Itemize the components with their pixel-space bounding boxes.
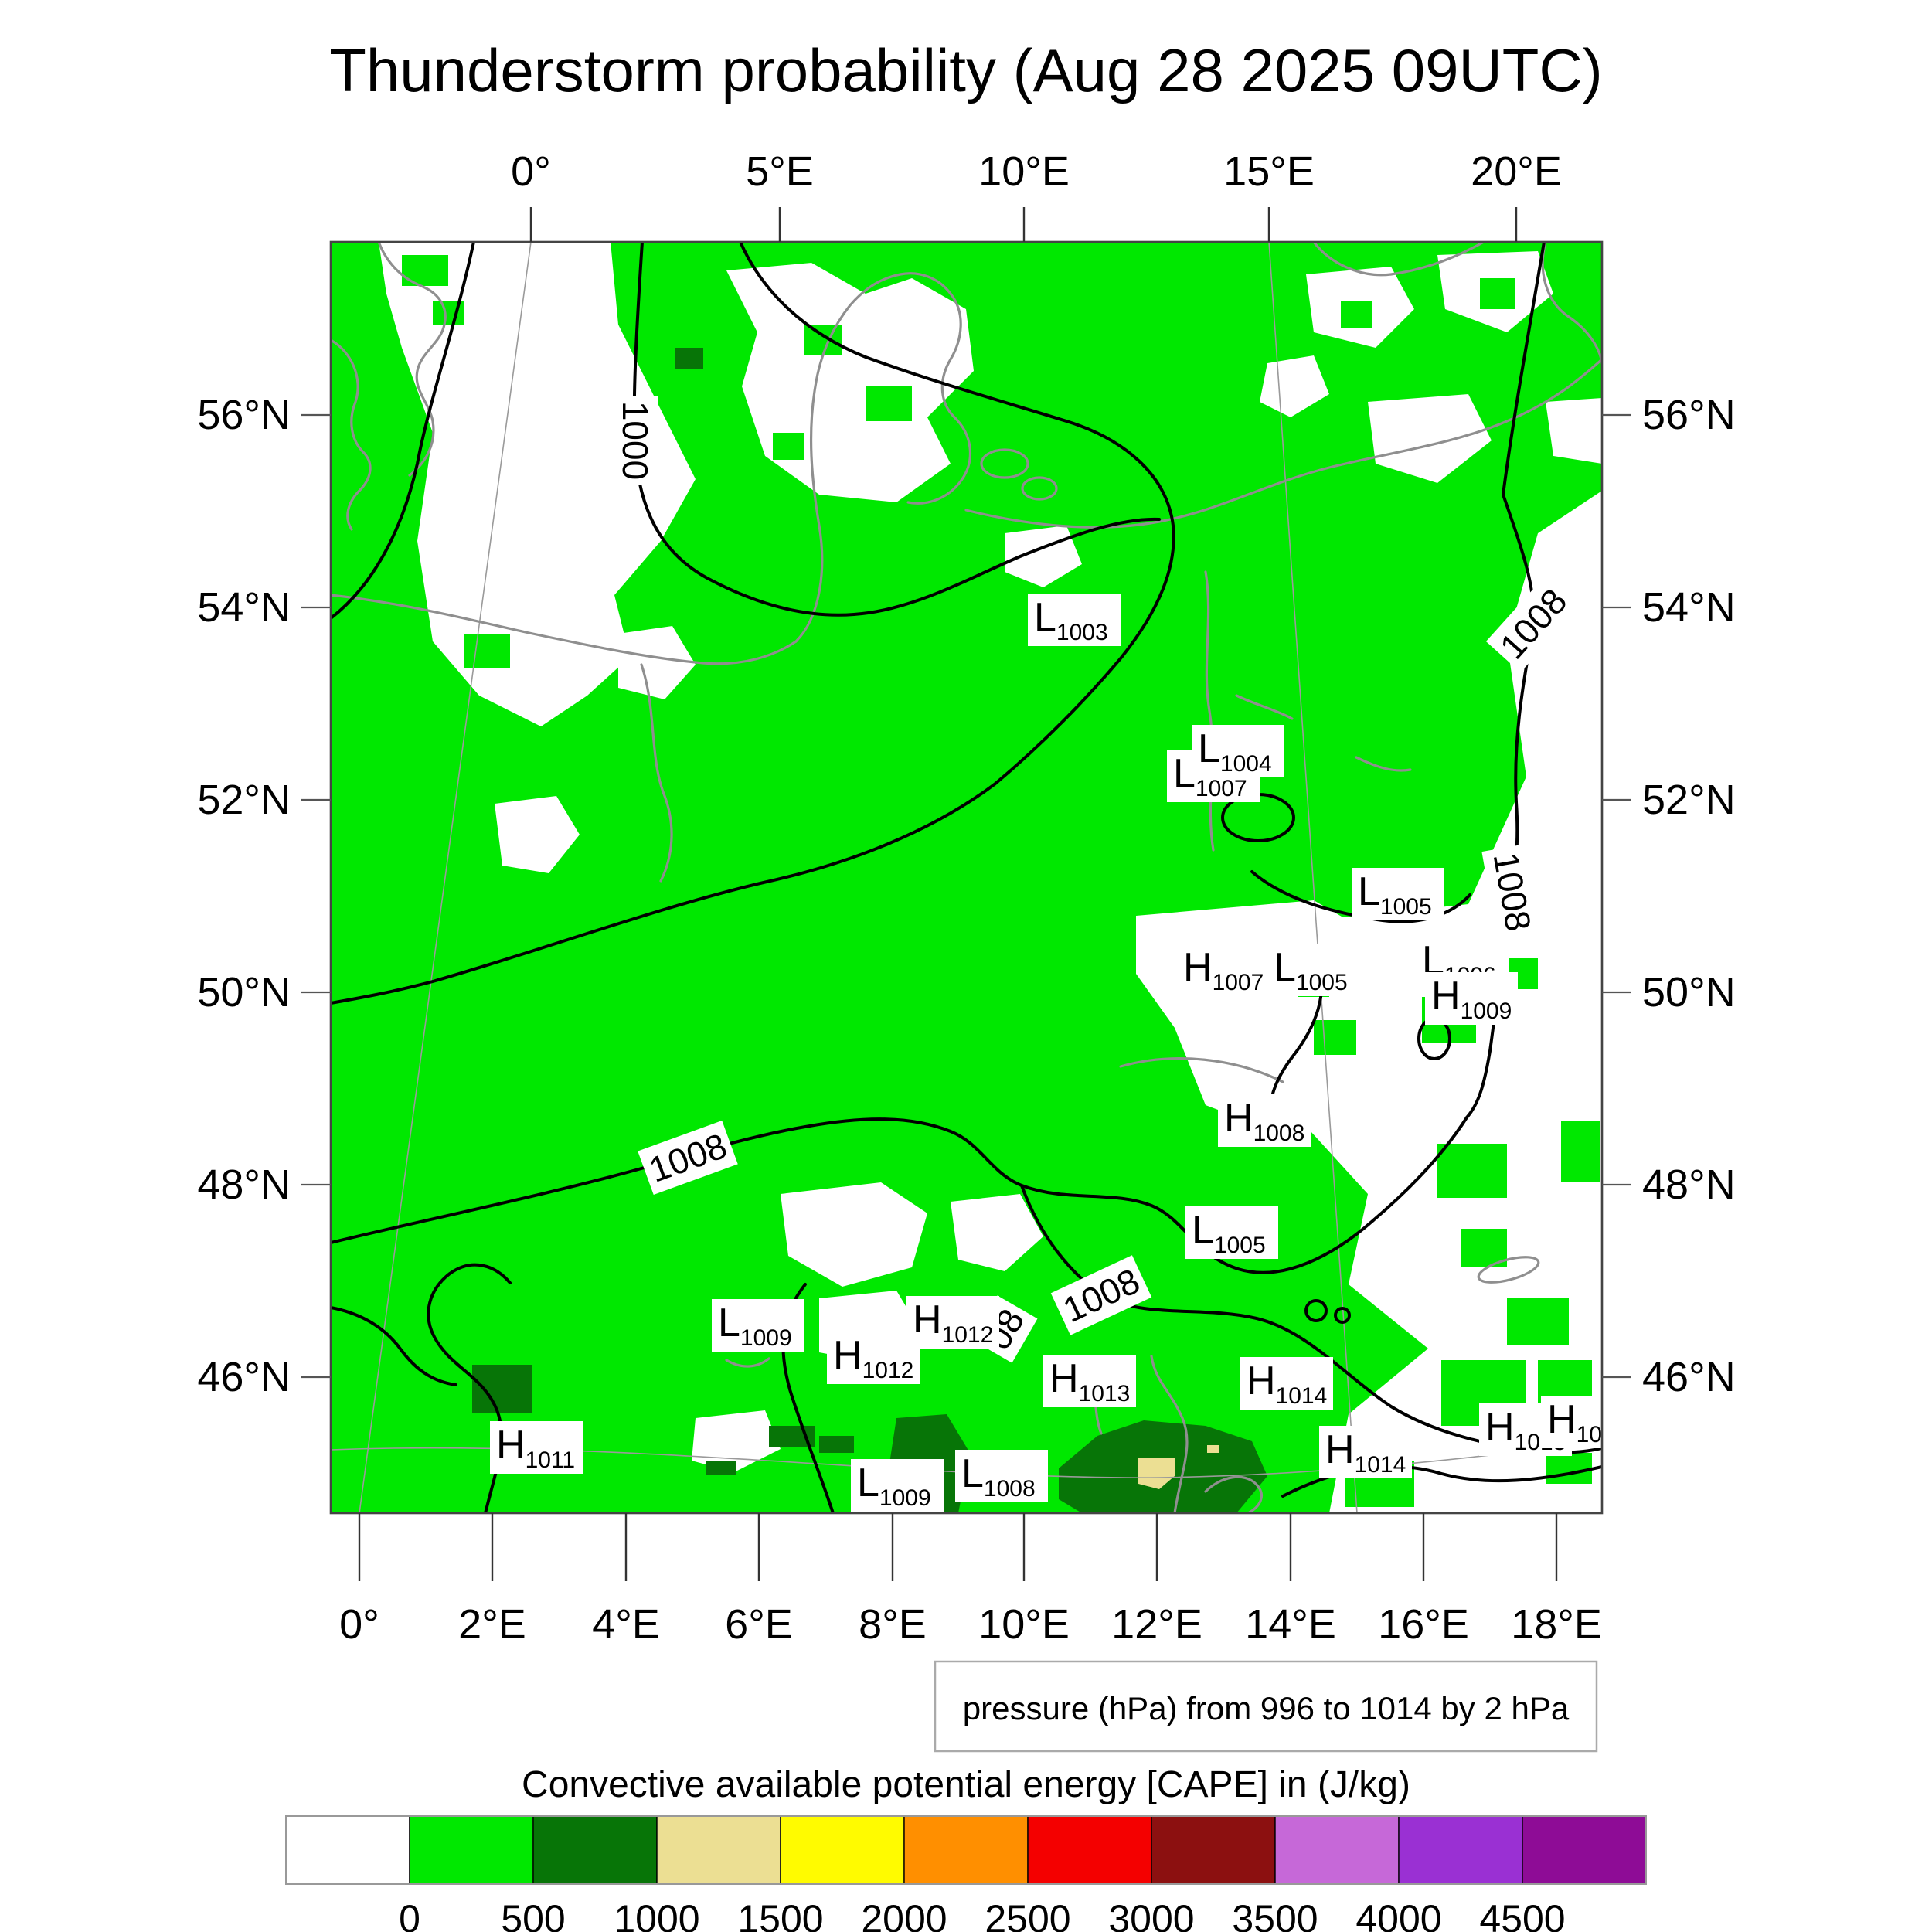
map-border	[329, 240, 1604, 1515]
colorbar-boundary-label: 1000	[614, 1897, 699, 1932]
pressure-center-label: L1003	[1028, 594, 1121, 646]
axis-bottom-longitude: 0° 2°E 4°E 6°E 8°E 10°E 12°E 14°E 16°E 18°E	[339, 1513, 1602, 1648]
colorbar-boundary-label: 0	[399, 1897, 420, 1932]
left-tick-label: 54°N	[197, 584, 291, 631]
pressure-center-label: H1014	[1319, 1426, 1412, 1478]
left-tick-label: 52°N	[197, 777, 291, 823]
pressure-center-label: L1009	[851, 1459, 944, 1512]
pressure-center-label: L1005	[1185, 1206, 1278, 1259]
left-tick-label: 56°N	[197, 392, 291, 438]
pressure-center-label: H1008	[1218, 1094, 1311, 1147]
colorbar-boundary-label: 4500	[1479, 1897, 1565, 1932]
right-tick-label: 54°N	[1642, 584, 1736, 631]
top-tick-label: 5°E	[746, 148, 814, 195]
right-tick-label: 48°N	[1642, 1162, 1736, 1208]
colorbar-cell	[903, 1815, 1029, 1885]
pressure-center-label: L1005	[1267, 944, 1360, 996]
bottom-tick-label: 12°E	[1111, 1601, 1202, 1648]
contour-label: 1000	[612, 396, 658, 485]
right-tick-label: 52°N	[1642, 777, 1736, 823]
colorbar-boundary-label: 3000	[1108, 1897, 1194, 1932]
pressure-center-label: H1012	[906, 1296, 999, 1349]
colorbar-cell	[532, 1815, 658, 1885]
pressure-center-label: H1014	[1240, 1357, 1333, 1410]
colorbar-boundary-label: 3500	[1232, 1897, 1318, 1932]
pressure-legend: pressure (hPa) from 996 to 1014 by 2 hPa	[934, 1660, 1598, 1753]
colorbar-cell	[1274, 1815, 1400, 1885]
svg-text:H101: H101	[1547, 1397, 1615, 1447]
coastlines	[331, 242, 1602, 1513]
bottom-tick-label: 10°E	[978, 1601, 1070, 1648]
pressure-center-label: L1005	[1352, 868, 1444, 920]
svg-text:1000: 1000	[615, 401, 655, 480]
colorbar-cell	[1151, 1815, 1276, 1885]
colorbar-cell	[1522, 1815, 1647, 1885]
right-tick-label: 46°N	[1642, 1354, 1736, 1400]
pressure-center-label: L1004	[1192, 725, 1284, 777]
bottom-tick-label: 16°E	[1378, 1601, 1469, 1648]
left-tick-label: 48°N	[197, 1162, 291, 1208]
colorbar-cell	[780, 1815, 905, 1885]
colorbar-cell	[409, 1815, 534, 1885]
top-tick-label: 15°E	[1223, 148, 1315, 195]
bottom-tick-label: 6°E	[725, 1601, 793, 1648]
bottom-tick-label: 2°E	[458, 1601, 526, 1648]
colorbar-boundary-label: 4000	[1355, 1897, 1441, 1932]
pressure-center-label: H1012	[827, 1332, 920, 1384]
pressure-center-markers: L1007L1004L1003L1005H1007L1005L1006H1009…	[490, 594, 1615, 1512]
bottom-tick-label: 4°E	[592, 1601, 660, 1648]
colorbar-boundary-label: 500	[501, 1897, 565, 1932]
axis-top-longitude: 0° 5°E 10°E 15°E 20°E	[511, 148, 1562, 242]
top-tick-label: 10°E	[978, 148, 1070, 195]
pressure-center-label: L1008	[955, 1450, 1048, 1502]
pressure-center-label: H1009	[1425, 972, 1518, 1025]
right-tick-label: 50°N	[1642, 969, 1736, 1015]
colorbar-cell	[285, 1815, 410, 1885]
right-tick-label: 56°N	[1642, 392, 1736, 438]
bottom-tick-label: 8°E	[859, 1601, 927, 1648]
pressure-center-label: H1011	[490, 1421, 583, 1474]
cape-khaki-patches	[1138, 1445, 1219, 1489]
pressure-center-label: H101	[1541, 1396, 1615, 1448]
colorbar-boundary-label: 2500	[985, 1897, 1070, 1932]
colorbar-cell	[1027, 1815, 1152, 1885]
colorbar-boundary-label: 1500	[737, 1897, 823, 1932]
bottom-tick-label: 14°E	[1245, 1601, 1336, 1648]
bottom-tick-label: 18°E	[1511, 1601, 1602, 1648]
left-tick-label: 46°N	[197, 1354, 291, 1400]
top-tick-label: 0°	[511, 148, 551, 195]
left-tick-label: 50°N	[197, 969, 291, 1015]
cape-colorbar: 0 500 1000 1500 2000 2500 3000 3500 4000 4500	[285, 1815, 1647, 1932]
axis-right-latitude: 56°N 54°N 52°N 50°N 48°N 46°N	[1602, 392, 1736, 1400]
bottom-tick-label: 0°	[339, 1601, 379, 1648]
pressure-center-label: H1013	[1043, 1355, 1136, 1407]
colorbar-cell	[656, 1815, 781, 1885]
colorbar-title: Convective available potential energy [C…	[522, 1764, 1410, 1805]
pressure-legend-text: pressure (hPa) from 996 to 1014 by 2 hPa	[963, 1690, 1570, 1726]
colorbar-cell	[1398, 1815, 1523, 1885]
cape-green-speckles	[402, 255, 1600, 1507]
colorbar-boundary-label: 2000	[861, 1897, 947, 1932]
top-tick-label: 20°E	[1471, 148, 1562, 195]
contour-label: 1008	[1481, 843, 1543, 940]
page-title: Thunderstorm probability (Aug 28 2025 09…	[329, 36, 1602, 104]
colorbar-frame	[285, 1815, 1647, 1885]
pressure-center-label: L1009	[712, 1299, 804, 1352]
pressure-center-label: H1007	[1177, 944, 1270, 996]
axis-left-latitude: 56°N 54°N 52°N 50°N 48°N 46°N	[197, 392, 331, 1400]
